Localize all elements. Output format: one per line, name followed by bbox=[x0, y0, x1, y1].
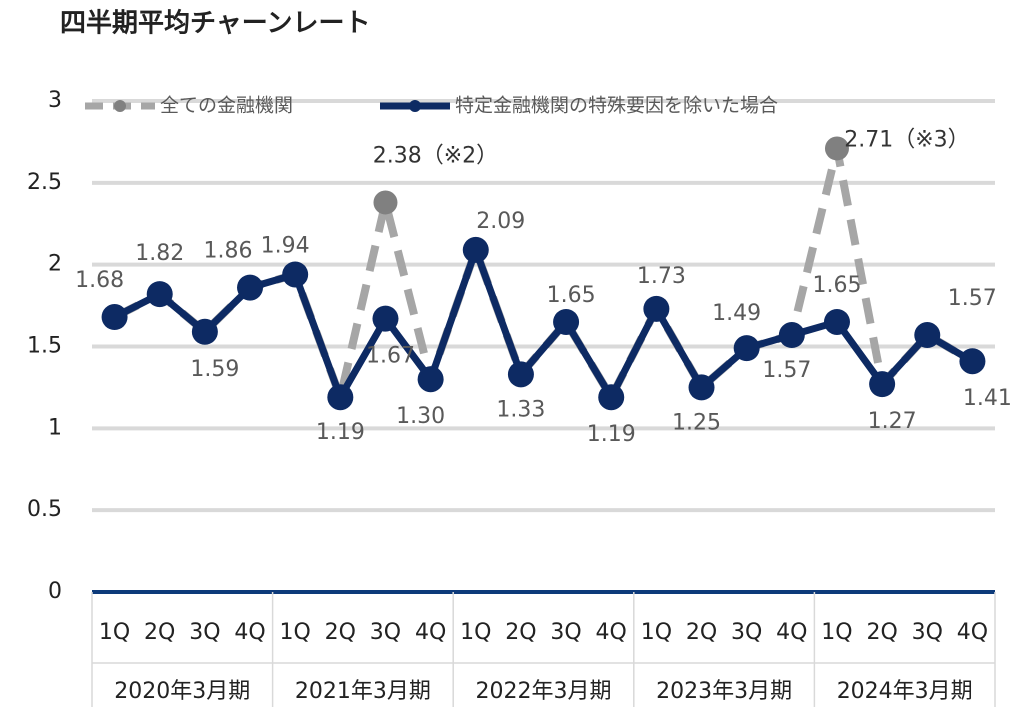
y-tick-label: 2 bbox=[48, 252, 62, 277]
data-point bbox=[688, 374, 715, 401]
data-label: 1.82 bbox=[135, 241, 184, 266]
data-label: 2.38（※2） bbox=[373, 143, 498, 168]
y-tick-label: 2.5 bbox=[27, 170, 62, 195]
legend-label: 特定金融機関の特殊要因を除いた場合 bbox=[455, 95, 778, 117]
data-label: 1.49 bbox=[712, 301, 761, 326]
data-label: 1.67 bbox=[366, 344, 415, 369]
data-label: 1.68 bbox=[75, 268, 124, 293]
data-point bbox=[101, 304, 128, 331]
x-tick-label: 1Q bbox=[641, 620, 672, 645]
x-tick-label: 2Q bbox=[144, 620, 175, 645]
data-point bbox=[553, 308, 580, 335]
data-point bbox=[372, 305, 399, 332]
x-tick-label: 1Q bbox=[280, 620, 311, 645]
data-point bbox=[598, 384, 625, 411]
x-tick-label: 2Q bbox=[325, 620, 356, 645]
data-point bbox=[417, 366, 444, 393]
data-label: 1.41 bbox=[963, 386, 1012, 411]
x-group-label: 2024年3月期 bbox=[837, 679, 973, 704]
data-point bbox=[191, 318, 218, 345]
y-tick-label: 3 bbox=[48, 88, 62, 113]
x-tick-label: 3Q bbox=[912, 620, 943, 645]
x-tick-label: 3Q bbox=[370, 620, 401, 645]
x-tick-label: 1Q bbox=[99, 620, 130, 645]
data-point bbox=[914, 322, 941, 349]
data-label: 1.25 bbox=[672, 410, 721, 435]
legend-marker bbox=[409, 100, 421, 112]
data-label: 1.19 bbox=[587, 422, 636, 447]
x-tick-label: 1Q bbox=[460, 620, 491, 645]
data-label: 2.09 bbox=[476, 209, 525, 234]
data-point bbox=[824, 136, 849, 161]
data-point bbox=[146, 281, 173, 308]
x-tick-label: 4Q bbox=[596, 620, 627, 645]
y-tick-label: 1 bbox=[48, 415, 62, 440]
x-tick-label: 3Q bbox=[731, 620, 762, 645]
data-label: 1.19 bbox=[316, 420, 365, 445]
x-tick-label: 2Q bbox=[866, 620, 897, 645]
x-group-label: 2022年3月期 bbox=[476, 679, 612, 704]
data-label: 1.65 bbox=[812, 273, 861, 298]
data-point bbox=[282, 261, 309, 288]
data-label: 2.71（※3） bbox=[844, 127, 969, 152]
x-tick-label: 4Q bbox=[415, 620, 446, 645]
y-tick-label: 1.5 bbox=[27, 334, 62, 359]
data-label: 1.59 bbox=[190, 357, 239, 382]
data-label: 1.86 bbox=[204, 239, 253, 264]
x-tick-label: 4Q bbox=[234, 620, 265, 645]
y-tick-label: 0 bbox=[48, 579, 62, 604]
x-group-label: 2021年3月期 bbox=[295, 679, 431, 704]
data-label: 1.57 bbox=[762, 358, 811, 383]
data-point bbox=[643, 295, 670, 322]
data-point bbox=[507, 361, 534, 388]
x-tick-label: 4Q bbox=[776, 620, 807, 645]
x-tick-label: 4Q bbox=[957, 620, 988, 645]
data-label: 1.73 bbox=[637, 264, 686, 289]
y-tick-label: 0.5 bbox=[27, 497, 62, 522]
data-point bbox=[778, 322, 805, 349]
x-tick-label: 2Q bbox=[505, 620, 536, 645]
x-group-label: 2023年3月期 bbox=[656, 679, 792, 704]
x-tick-label: 3Q bbox=[550, 620, 581, 645]
data-label: 1.57 bbox=[948, 286, 997, 311]
legend-label: 全ての金融機関 bbox=[160, 95, 293, 117]
data-label: 1.30 bbox=[396, 404, 445, 429]
legend-marker bbox=[114, 100, 126, 112]
data-point bbox=[327, 384, 354, 411]
data-point bbox=[237, 274, 264, 301]
x-tick-label: 1Q bbox=[821, 620, 852, 645]
data-point bbox=[462, 236, 489, 263]
data-label: 1.94 bbox=[261, 233, 310, 258]
data-label: 1.27 bbox=[868, 409, 917, 434]
x-group-label: 2020年3月期 bbox=[114, 679, 250, 704]
x-tick-label: 3Q bbox=[189, 620, 220, 645]
data-point bbox=[869, 371, 896, 398]
data-label: 1.65 bbox=[547, 283, 596, 308]
data-label: 1.33 bbox=[496, 397, 545, 422]
data-point bbox=[373, 190, 398, 215]
chart-title: 四半期平均チャーンレート bbox=[60, 9, 370, 39]
data-point bbox=[823, 308, 850, 335]
data-point bbox=[959, 348, 986, 375]
data-point bbox=[733, 335, 760, 362]
x-tick-label: 2Q bbox=[686, 620, 717, 645]
